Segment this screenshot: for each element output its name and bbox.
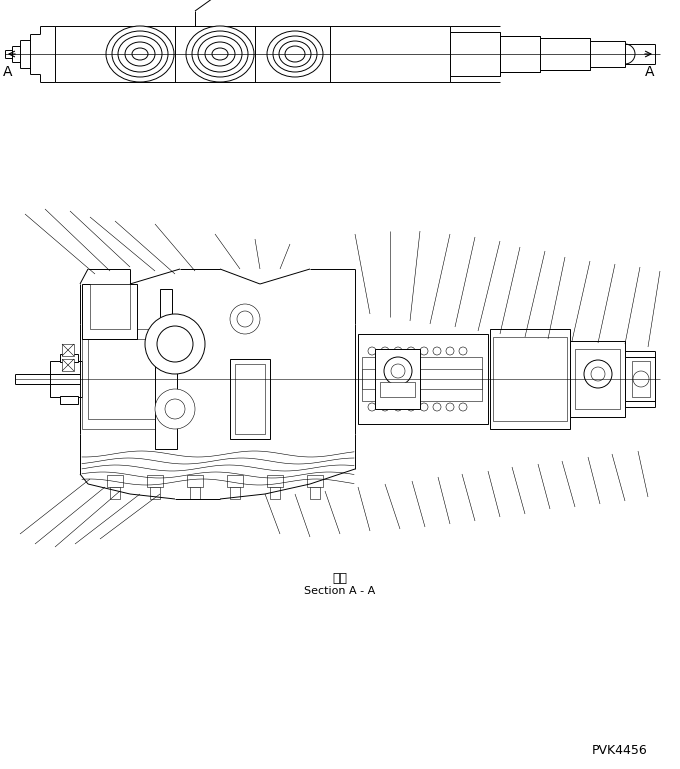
Circle shape (407, 347, 415, 355)
Ellipse shape (267, 31, 323, 77)
Bar (62, 344, 74, 356)
Bar (62, 359, 74, 371)
Bar (493, 337, 567, 421)
Circle shape (459, 403, 467, 411)
Bar (575, 349, 620, 409)
Ellipse shape (279, 41, 311, 67)
Circle shape (407, 403, 415, 411)
Circle shape (394, 403, 402, 411)
Bar (50, 361, 82, 397)
Text: Section A - A: Section A - A (305, 586, 375, 596)
Bar (375, 349, 420, 409)
Ellipse shape (112, 31, 168, 77)
Ellipse shape (118, 36, 162, 72)
Circle shape (433, 403, 441, 411)
Ellipse shape (212, 48, 228, 60)
Circle shape (391, 364, 405, 378)
Bar (490, 329, 570, 429)
Ellipse shape (205, 42, 235, 66)
Circle shape (165, 399, 185, 419)
Bar (90, 284, 130, 329)
Bar (82, 329, 162, 429)
Circle shape (420, 403, 428, 411)
Circle shape (433, 347, 441, 355)
Bar (270, 487, 280, 499)
Bar (380, 382, 415, 397)
Circle shape (368, 347, 376, 355)
Bar (450, 32, 500, 76)
Ellipse shape (186, 26, 254, 82)
Bar (625, 357, 655, 401)
Circle shape (394, 347, 402, 355)
Bar (227, 475, 243, 487)
Circle shape (446, 403, 454, 411)
Circle shape (157, 326, 193, 362)
Bar (235, 364, 265, 434)
Circle shape (237, 311, 253, 327)
Bar (110, 487, 120, 499)
Ellipse shape (125, 42, 155, 66)
Text: 断面: 断面 (333, 572, 347, 585)
Bar (107, 475, 123, 487)
Circle shape (584, 360, 612, 388)
Bar (310, 487, 320, 499)
Bar (230, 359, 270, 439)
Circle shape (381, 403, 389, 411)
Circle shape (420, 347, 428, 355)
Bar (147, 475, 163, 487)
Bar (570, 341, 625, 417)
Circle shape (381, 347, 389, 355)
Bar (60, 354, 78, 362)
Bar (150, 487, 160, 499)
Bar (190, 487, 200, 499)
Circle shape (384, 357, 412, 385)
Circle shape (145, 314, 205, 374)
Ellipse shape (192, 31, 248, 77)
Ellipse shape (132, 48, 148, 60)
Circle shape (446, 347, 454, 355)
Bar (632, 361, 650, 397)
Bar (362, 369, 482, 389)
Bar (60, 396, 78, 404)
Circle shape (368, 403, 376, 411)
Ellipse shape (273, 36, 317, 72)
Ellipse shape (285, 46, 305, 62)
Bar (362, 357, 482, 401)
Circle shape (633, 371, 649, 387)
Circle shape (155, 389, 195, 429)
Bar (82, 284, 137, 339)
Bar (590, 41, 625, 67)
Text: A: A (3, 65, 13, 79)
Bar (187, 475, 203, 487)
Bar (230, 487, 240, 499)
Circle shape (230, 304, 260, 334)
Circle shape (459, 347, 467, 355)
Bar (267, 475, 283, 487)
Bar (88, 339, 156, 419)
Text: A: A (645, 65, 655, 79)
Ellipse shape (198, 36, 242, 72)
Bar (358, 334, 488, 424)
Bar (500, 36, 540, 72)
Bar (540, 38, 590, 70)
Text: PVK4456: PVK4456 (592, 744, 648, 757)
Circle shape (591, 367, 605, 381)
Ellipse shape (106, 26, 174, 82)
Bar (307, 475, 323, 487)
Bar (55, 26, 450, 82)
Bar (160, 289, 172, 364)
Bar (155, 364, 177, 449)
